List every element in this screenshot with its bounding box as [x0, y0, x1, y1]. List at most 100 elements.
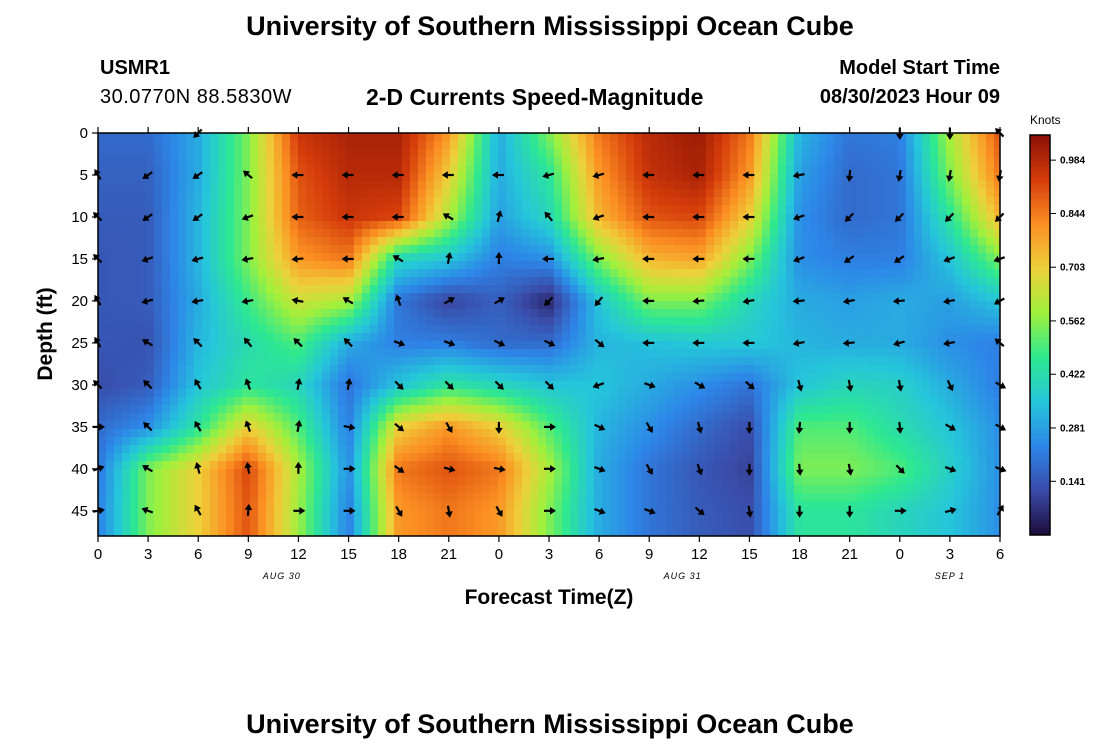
heatmap-layer	[98, 133, 1000, 536]
heat-cell	[618, 245, 627, 254]
heat-cell	[474, 157, 483, 166]
heat-cell	[618, 173, 627, 182]
heat-cell	[650, 341, 659, 350]
heat-cell	[722, 477, 731, 486]
heat-cell	[578, 349, 587, 358]
heat-cell	[634, 173, 643, 182]
heat-cell	[810, 221, 819, 230]
heat-cell	[154, 237, 163, 246]
heat-cell	[586, 277, 595, 286]
heat-cell	[122, 293, 131, 302]
heat-cell	[954, 277, 963, 286]
heat-cell	[418, 173, 427, 182]
heat-cell	[738, 413, 747, 422]
heat-cell	[130, 357, 139, 366]
heat-cell	[218, 317, 227, 326]
heat-cell	[786, 405, 795, 414]
heat-cell	[170, 149, 179, 158]
heat-cell	[386, 461, 395, 470]
heat-cell	[730, 437, 739, 446]
heat-cell	[354, 341, 363, 350]
heat-cell	[170, 189, 179, 198]
heat-cell	[722, 269, 731, 278]
heat-cell	[378, 133, 387, 142]
heat-cell	[890, 301, 899, 310]
heat-cell	[322, 381, 331, 390]
heat-cell	[858, 365, 867, 374]
heat-cell	[314, 389, 323, 398]
heat-cell	[106, 445, 115, 454]
heat-cell	[970, 293, 979, 302]
heat-cell	[938, 461, 947, 470]
heat-cell	[618, 221, 627, 230]
heat-cell	[714, 245, 723, 254]
heat-cell	[962, 229, 971, 238]
heat-cell	[370, 349, 379, 358]
heat-cell	[946, 461, 955, 470]
heat-cell	[170, 365, 179, 374]
heat-cell	[610, 389, 619, 398]
heat-cell	[346, 413, 355, 422]
heat-cell	[842, 221, 851, 230]
heat-cell	[594, 453, 603, 462]
heat-cell	[338, 309, 347, 318]
heat-cell	[522, 197, 531, 206]
heat-cell	[994, 373, 1000, 382]
heat-cell	[882, 357, 891, 366]
heat-cell	[314, 205, 323, 214]
heat-cell	[362, 389, 371, 398]
heat-cell	[858, 229, 867, 238]
heat-cell	[746, 141, 755, 150]
heat-cell	[682, 325, 691, 334]
heat-cell	[770, 181, 779, 190]
heat-cell	[898, 317, 907, 326]
heat-cell	[618, 285, 627, 294]
heat-cell	[506, 269, 515, 278]
heat-cell	[762, 333, 771, 342]
heat-cell	[442, 133, 451, 142]
heat-cell	[834, 165, 843, 174]
heat-cell	[386, 157, 395, 166]
heat-cell	[194, 445, 203, 454]
heat-cell	[330, 381, 339, 390]
heat-cell	[170, 293, 179, 302]
heat-cell	[482, 205, 491, 214]
heat-cell	[282, 229, 291, 238]
heat-cell	[714, 381, 723, 390]
heat-cell	[306, 405, 315, 414]
heat-cell	[354, 309, 363, 318]
heat-cell	[634, 397, 643, 406]
heat-cell	[370, 173, 379, 182]
heat-cell	[634, 365, 643, 374]
heat-cell	[770, 301, 779, 310]
heat-cell	[98, 245, 107, 254]
heat-cell	[586, 437, 595, 446]
heat-cell	[338, 413, 347, 422]
heat-cell	[554, 317, 563, 326]
heat-cell	[770, 381, 779, 390]
heat-cell	[418, 437, 427, 446]
heat-cell	[962, 309, 971, 318]
heat-cell	[466, 333, 475, 342]
heat-cell	[770, 405, 779, 414]
heat-cell	[618, 469, 627, 478]
heat-cell	[362, 429, 371, 438]
heat-cell	[514, 365, 523, 374]
heat-cell	[306, 205, 315, 214]
heat-cell	[122, 429, 131, 438]
heat-cell	[338, 301, 347, 310]
heat-cell	[578, 309, 587, 318]
heat-cell	[450, 253, 459, 262]
heat-cell	[130, 189, 139, 198]
heat-cell	[330, 149, 339, 158]
heat-cell	[466, 165, 475, 174]
heat-cell	[138, 205, 147, 214]
heat-cell	[314, 317, 323, 326]
heat-cell	[298, 405, 307, 414]
heat-cell	[474, 357, 483, 366]
heat-cell	[618, 341, 627, 350]
heat-cell	[850, 477, 859, 486]
heat-cell	[122, 165, 131, 174]
heat-cell	[450, 173, 459, 182]
heat-cell	[378, 261, 387, 270]
